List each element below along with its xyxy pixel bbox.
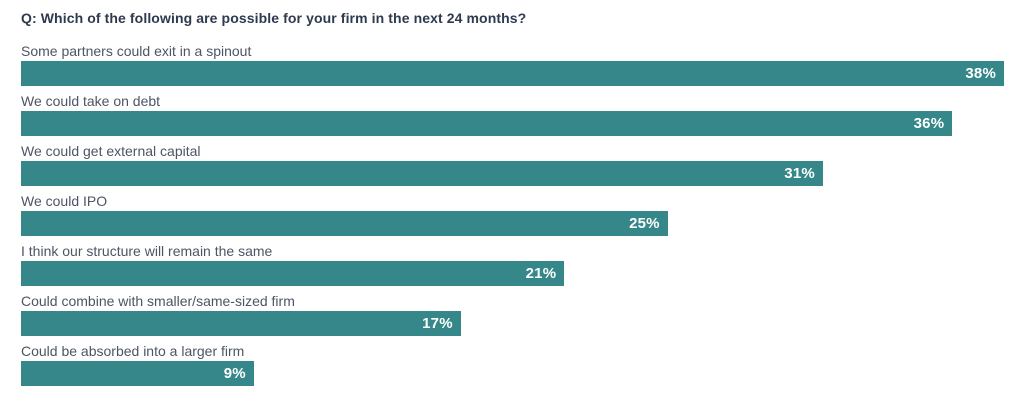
category-label: Could be absorbed into a larger firm — [21, 343, 245, 359]
bar: 25% — [21, 211, 668, 236]
value-label: 17% — [422, 315, 453, 332]
bar-chart: Some partners could exit in a spinout 38… — [21, 43, 1004, 393]
bar: 31% — [21, 161, 823, 186]
bar-track: 17% — [21, 311, 1004, 336]
value-label: 38% — [965, 65, 996, 82]
category-label: I think our structure will remain the sa… — [21, 243, 273, 259]
category-label: We could IPO — [21, 193, 108, 209]
category-label: We could take on debt — [21, 93, 161, 109]
value-label: 36% — [913, 115, 945, 132]
bar-row: Could combine with smaller/same-sized fi… — [21, 293, 1004, 343]
bar-track: 36% — [21, 111, 1004, 136]
bar: 17% — [21, 311, 461, 336]
value-label: 25% — [629, 215, 660, 232]
value-label: 21% — [525, 265, 557, 282]
category-label: Some partners could exit in a spinout — [21, 43, 252, 59]
bar-row: Some partners could exit in a spinout 38… — [21, 43, 1004, 93]
chart-title: Q: Which of the following are possible f… — [21, 10, 527, 26]
bar: 38% — [21, 61, 1004, 86]
bar: 9% — [21, 361, 254, 386]
value-label: 31% — [784, 165, 815, 182]
bar-track: 21% — [21, 261, 1004, 286]
bar-row: We could IPO 25% — [21, 193, 1004, 243]
bar-track: 25% — [21, 211, 1004, 236]
bar: 36% — [21, 111, 953, 136]
bar-track: 38% — [21, 61, 1004, 86]
bar-track: 9% — [21, 361, 1004, 386]
value-label: 9% — [223, 365, 246, 382]
bar: 21% — [21, 261, 565, 286]
category-label: Could combine with smaller/same-sized fi… — [21, 293, 295, 309]
bar-row: We could take on debt 36% — [21, 93, 1004, 143]
bar-track: 31% — [21, 161, 1004, 186]
category-label: We could get external capital — [21, 143, 201, 159]
bar-row: We could get external capital 31% — [21, 143, 1004, 193]
bar-row: I think our structure will remain the sa… — [21, 243, 1004, 293]
bar-row: Could be absorbed into a larger firm 9% — [21, 343, 1004, 393]
